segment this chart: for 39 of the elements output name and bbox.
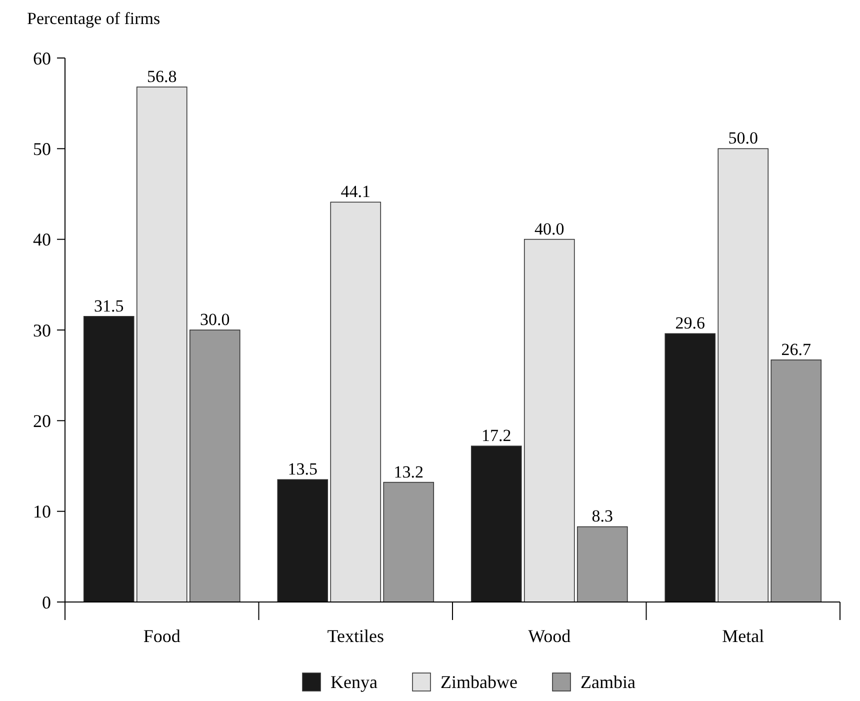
bar [330,202,382,602]
data-label: 13.2 [394,462,424,482]
data-label: 17.2 [482,426,512,446]
data-label: 26.7 [781,340,812,359]
bar [277,479,328,602]
x-tick-label: Food [143,626,180,646]
data-label: 29.6 [675,314,705,333]
legend-label: Zambia [580,672,636,692]
y-tick-label: 30 [33,320,51,340]
y-tick-label: 0 [42,592,51,612]
y-axis-title: Percentage of firms [27,9,160,28]
data-label: 50.0 [728,128,758,148]
bar [136,86,188,602]
bar [770,360,822,602]
data-label: 44.1 [340,182,370,202]
data-label: 13.5 [288,460,318,479]
legend-label: Zimbabwe [440,672,518,692]
y-tick-label: 20 [33,410,51,431]
data-label: 40.0 [534,219,564,238]
x-tick-label: Metal [722,626,764,646]
bar [470,446,522,602]
y-tick-label: 10 [33,502,51,522]
bar [189,330,240,602]
legend-label: Kenya [330,672,378,692]
data-label: 31.5 [94,296,124,316]
y-tick-label: 60 [33,48,51,68]
data-label: 8.3 [592,506,613,526]
y-tick-label: 40 [33,230,51,250]
bar [83,316,134,602]
bar [576,526,628,602]
bar [718,148,769,602]
bar [524,238,575,602]
bar [664,333,716,602]
bar [383,482,434,602]
y-tick-label: 50 [33,138,51,159]
data-label: 56.8 [147,67,177,86]
x-tick-label: Wood [528,626,571,646]
x-tick-label: Textiles [327,626,384,646]
data-label: 30.0 [200,310,230,329]
